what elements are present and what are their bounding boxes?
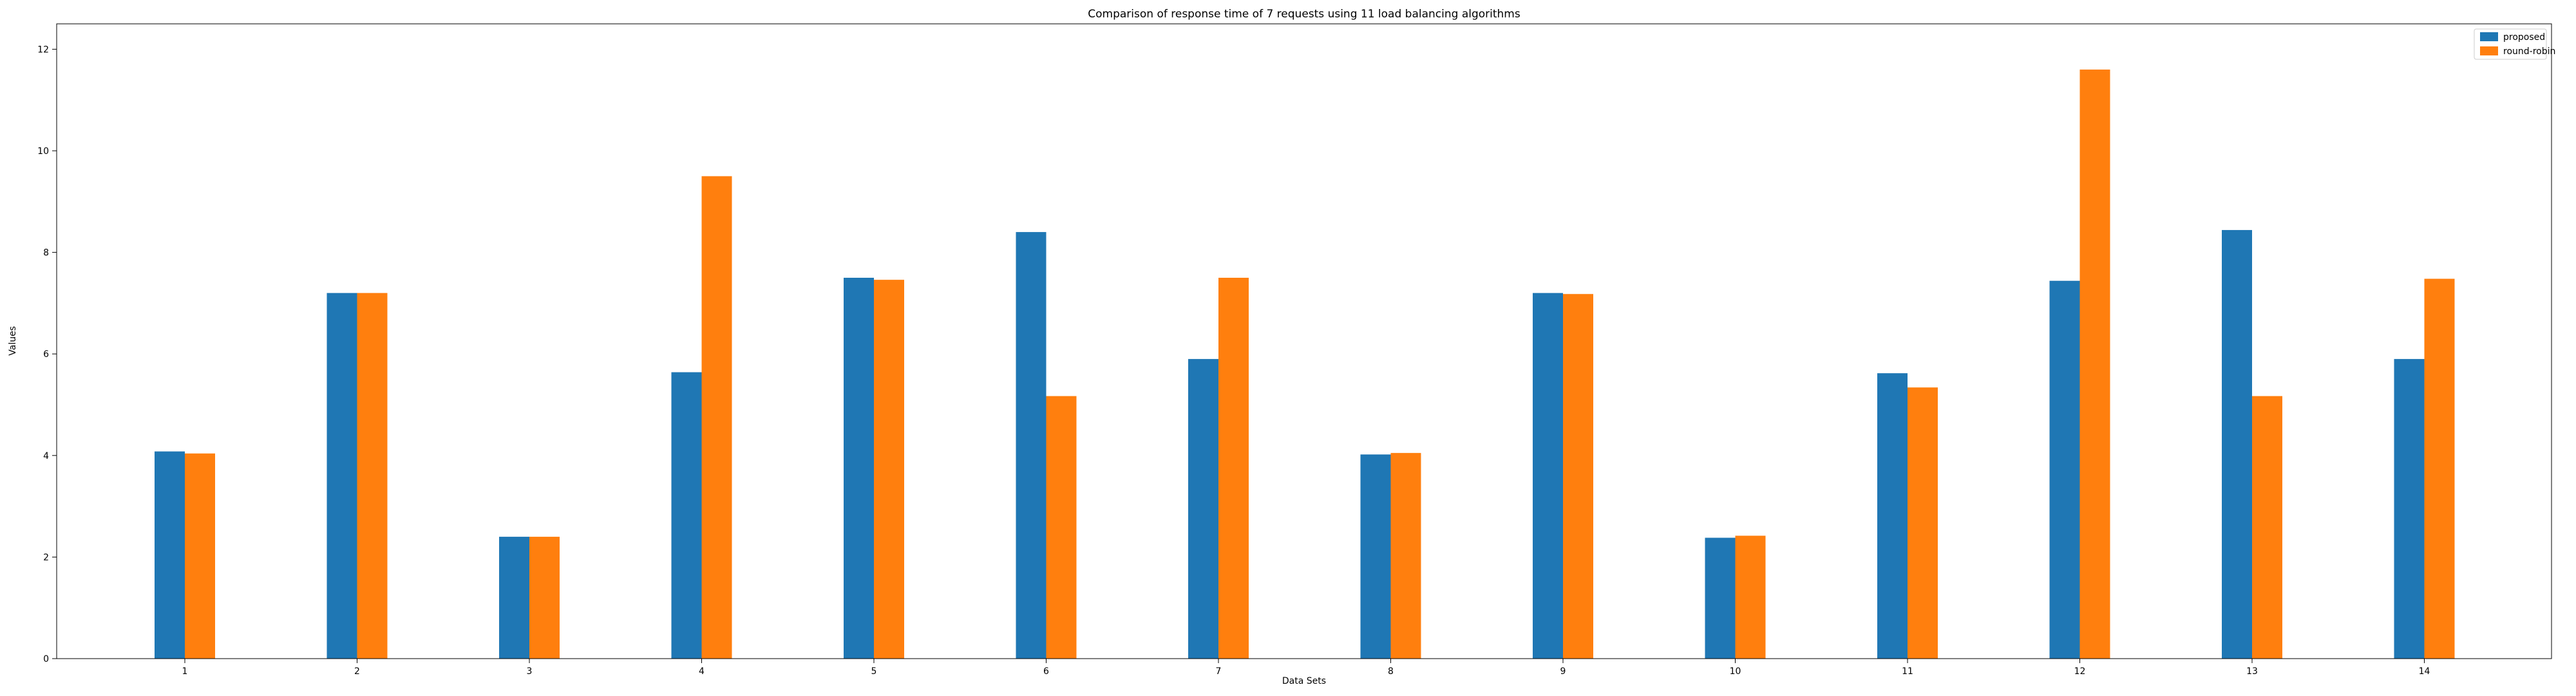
bar-round-robin-2 [357,293,388,659]
bar-proposed-9 [1533,293,1563,659]
x-tick-label-5: 5 [871,666,877,677]
legend: proposed round-robin [2474,28,2555,60]
bar-round-robin-12 [2079,69,2110,659]
x-tick-label-2: 2 [354,666,360,677]
y-axis-label: Values [8,326,18,356]
bar-round-robin-7 [1218,278,1249,659]
bar-proposed-1 [155,451,185,659]
bar-proposed-10 [1705,537,1736,659]
bar-proposed-13 [2222,229,2252,659]
bar-proposed-12 [2049,280,2080,659]
x-tick-label-4: 4 [699,666,705,677]
bar-proposed-6 [1016,232,1046,659]
x-tick-label-3: 3 [527,666,533,677]
y-tick-label-0: 0 [43,654,49,664]
legend-label-proposed: proposed [2503,32,2545,43]
bar-round-robin-10 [1735,536,1766,659]
bar-proposed-8 [1360,454,1391,659]
bar-proposed-2 [327,293,357,659]
legend-swatch-proposed [2480,32,2498,41]
y-tick-label-2: 2 [43,552,49,563]
bar-proposed-7 [1188,359,1218,659]
chart-title: Comparison of response time of 7 request… [1088,8,1520,21]
bar-proposed-4 [671,372,702,659]
bar-proposed-14 [2394,359,2425,659]
y-tick-label-8: 8 [43,248,49,258]
bar-round-robin-9 [1563,294,1593,659]
bar-proposed-5 [844,278,874,659]
x-tick-label-11: 11 [1902,666,1913,677]
y-tick-label-12: 12 [37,44,49,55]
x-tick-label-1: 1 [182,666,188,677]
legend-label-round-robin: round-robin [2503,46,2555,57]
x-tick-label-8: 8 [1388,666,1394,677]
legend-swatch-round-robin [2480,46,2498,55]
x-tick-label-9: 9 [1560,666,1566,677]
y-tick-label-6: 6 [43,349,49,360]
bar-proposed-3 [499,536,529,659]
y-tick-label-4: 4 [43,451,49,461]
bar-round-robin-1 [185,453,215,659]
bar-round-robin-4 [701,176,732,659]
x-tick-label-12: 12 [2074,666,2086,677]
plot-frame [56,23,2552,659]
y-tick-label-10: 10 [37,146,49,157]
bar-round-robin-6 [1046,396,1077,659]
bar-round-robin-8 [1390,452,1421,659]
bar-round-robin-13 [2252,396,2282,659]
bars-group [155,69,2455,659]
bar-round-robin-14 [2424,278,2455,659]
bar-proposed-11 [1877,373,1908,659]
x-tick-label-14: 14 [2419,666,2430,677]
x-axis-label: Data Sets [1282,676,1326,686]
x-tick-label-10: 10 [1730,666,1741,677]
bar-round-robin-5 [874,280,904,659]
x-tick-label-6: 6 [1043,666,1049,677]
x-axis: 1 2 3 4 5 6 7 8 9 10 11 12 13 14 [182,659,2430,677]
bar-round-robin-3 [529,536,560,659]
y-axis: 0 2 4 6 8 10 12 [37,44,57,664]
x-tick-label-13: 13 [2246,666,2258,677]
bar-round-robin-11 [1908,387,1938,659]
x-tick-label-7: 7 [1216,666,1222,677]
